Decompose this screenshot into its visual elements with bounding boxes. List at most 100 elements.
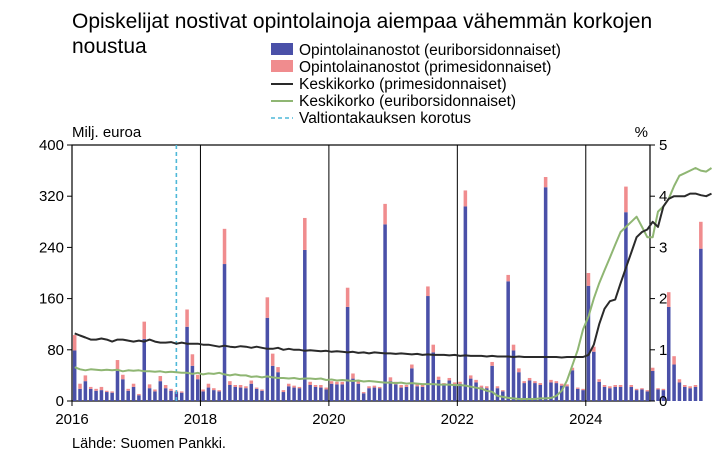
bar-euribor-85 [527, 380, 532, 401]
bar-euribor-103 [624, 212, 628, 401]
bar-euribor-9 [121, 379, 125, 401]
bar-prime-5 [99, 386, 104, 391]
bar-prime-55 [367, 386, 371, 389]
bar-prime-52 [351, 373, 355, 379]
bar-prime-0 [72, 335, 77, 351]
bar-prime-43 [303, 217, 307, 250]
bar-euribor-110 [661, 390, 666, 401]
bar-prime-102 [618, 385, 623, 387]
bar-prime-81 [506, 274, 510, 282]
left-tick-label-1: 80 [47, 342, 64, 359]
bar-euribor-89 [549, 382, 553, 401]
bar-prime-30 [233, 385, 237, 387]
right-tick-label-2: 2 [659, 291, 667, 308]
bar-euribor-65 [420, 386, 425, 401]
bar-euribor-2 [83, 381, 88, 401]
left-axis-unit: Milj. euroa [72, 124, 142, 141]
bar-euribor-47 [324, 389, 328, 401]
bar-prime-11 [131, 383, 136, 387]
bar-prime-39 [281, 390, 286, 393]
bar-prime-104 [629, 385, 634, 387]
bar-prime-12 [137, 393, 141, 396]
bar-prime-73 [463, 190, 468, 207]
x-tick-label-4: 2024 [569, 411, 602, 428]
bar-prime-44 [308, 381, 312, 385]
bar-prime-70 [447, 377, 452, 381]
bar-prime-40 [286, 383, 291, 387]
bar-euribor-81 [506, 281, 510, 401]
legend-swatch-euribor-bars [271, 43, 293, 55]
bar-euribor-51 [345, 306, 350, 401]
bar-prime-64 [415, 384, 419, 387]
bar-prime-17 [163, 385, 168, 389]
bar-euribor-82 [511, 350, 516, 401]
bar-euribor-84 [522, 383, 526, 401]
bar-prime-6 [105, 390, 109, 393]
bar-euribor-104 [629, 386, 634, 401]
bar-prime-94 [575, 387, 580, 389]
bar-prime-1 [78, 383, 82, 389]
line-prime-rate [74, 192, 712, 359]
bar-prime-31 [238, 385, 243, 388]
bar-euribor-60 [394, 384, 398, 401]
bar-prime-72 [458, 381, 462, 384]
bar-prime-79 [495, 386, 500, 389]
bar-euribor-61 [399, 387, 403, 401]
bar-prime-61 [399, 385, 403, 388]
bar-prime-115 [688, 386, 692, 389]
bar-euribor-83 [517, 372, 521, 401]
bar-prime-108 [650, 367, 655, 371]
chart-title-line-2: noustua [72, 35, 147, 58]
bar-euribor-20 [179, 392, 184, 401]
bar-euribor-86 [533, 383, 537, 401]
bar-prime-77 [485, 386, 489, 389]
bar-euribor-101 [613, 386, 617, 401]
legend-label-prime-rate: Keskikorko (primesidonnaiset) [299, 76, 507, 93]
bar-euribor-8 [115, 370, 120, 401]
bar-euribor-93 [570, 370, 575, 401]
bar-prime-82 [511, 344, 516, 351]
bar-prime-95 [581, 388, 585, 391]
left-tick-label-0: 0 [56, 393, 64, 410]
left-axis-ticks: 0 80 160 240 320 400 [39, 137, 72, 410]
bar-prime-32 [244, 386, 248, 389]
bar-euribor-28 [222, 264, 227, 401]
right-axis-unit: % [635, 124, 648, 141]
bar-euribor-87 [538, 385, 543, 401]
bar-euribor-72 [458, 383, 462, 401]
bar-euribor-108 [650, 370, 655, 401]
bar-prime-13 [142, 321, 147, 339]
bar-euribor-17 [163, 388, 168, 401]
bar-euribor-95 [581, 390, 585, 401]
bar-euribor-116 [693, 386, 698, 401]
bar-prime-3 [88, 386, 93, 389]
bar-prime-89 [549, 379, 553, 383]
bar-prime-107 [645, 390, 650, 392]
bar-euribor-55 [367, 388, 371, 401]
x-tick-label-0: 2016 [55, 411, 88, 428]
bar-prime-67 [431, 344, 436, 353]
bar-euribor-70 [447, 380, 452, 401]
bar-euribor-39 [281, 392, 286, 401]
bar-prime-112 [672, 356, 676, 365]
source-note: Lähde: Suomen Pankki. [72, 436, 226, 452]
chart-title-line-1: Opiskelijat nostivat opintolainoja aiemp… [72, 10, 652, 33]
bars [72, 177, 703, 401]
x-tick-label-2: 2020 [312, 411, 345, 428]
bar-prime-56 [372, 385, 377, 388]
bar-euribor-112 [672, 364, 676, 401]
bar-prime-16 [158, 376, 163, 382]
bar-prime-111 [666, 292, 671, 307]
bar-euribor-62 [404, 386, 409, 401]
bar-euribor-16 [158, 381, 163, 401]
bar-euribor-91 [559, 385, 564, 401]
bar-euribor-50 [340, 384, 345, 401]
bar-prime-83 [517, 368, 521, 373]
bar-euribor-105 [634, 390, 639, 401]
left-tick-label-5: 400 [39, 137, 64, 154]
bar-prime-49 [335, 381, 339, 385]
bar-euribor-64 [415, 386, 419, 401]
bar-prime-38 [276, 367, 280, 373]
bar-prime-21 [185, 309, 189, 327]
bar-prime-74 [468, 375, 473, 379]
